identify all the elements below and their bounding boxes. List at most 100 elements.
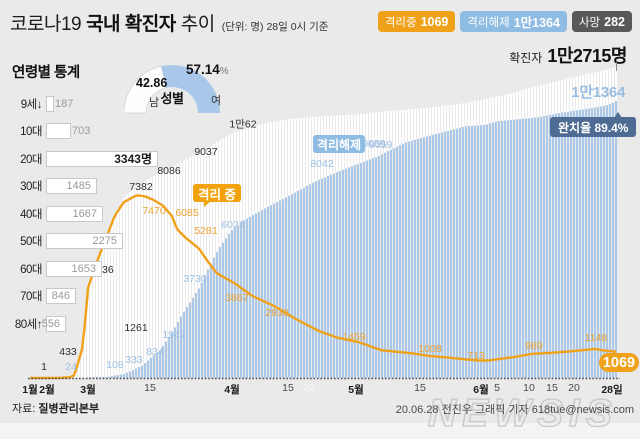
released-bar (138, 367, 140, 378)
total-confirmed-label: 확진자 (509, 51, 543, 65)
age-row-label: 30대 (20, 181, 42, 193)
released-bar (189, 302, 191, 378)
confirmed-bar (210, 145, 212, 378)
released-bar (528, 118, 530, 378)
axis-tick-label: 20 (303, 382, 315, 394)
released-bar (420, 138, 422, 378)
axis-tick-label: 15 (282, 382, 294, 394)
released-bar (114, 375, 116, 378)
age-row: 9세↓ 187 (6, 95, 92, 112)
released-badge: 격리해제 (313, 135, 365, 153)
released-bar (615, 100, 617, 379)
axis-tick-label: 4월 (224, 384, 240, 396)
confirmed-bar (162, 170, 164, 378)
cure-rate-badge-tail (614, 112, 623, 118)
gender-female-label: 여 (211, 95, 222, 107)
released-bar (513, 119, 515, 378)
value-label: 989 (525, 340, 543, 352)
age-row-value: 1667 (72, 207, 97, 220)
age-row: 70대 846 (6, 288, 114, 305)
value-label: 2930 (265, 307, 289, 319)
released-bar (507, 120, 509, 378)
released-bar (540, 116, 542, 378)
confirmed-bar (111, 222, 113, 378)
released-bar (486, 124, 488, 378)
released-bar (207, 269, 209, 378)
title-subtitle: (단위: 명) 28일 0시 기준 (221, 21, 329, 33)
confirmed-bar (78, 362, 80, 378)
confirmed-bar (183, 160, 185, 378)
confirmed-bar (120, 203, 122, 378)
released-bar (111, 376, 113, 378)
age-row-bar (46, 95, 54, 112)
released-bar (99, 377, 101, 378)
value-label: 5281 (194, 225, 218, 237)
confirmed-bar (105, 238, 107, 378)
released-bar (324, 177, 326, 378)
value-label: 1459 (342, 331, 366, 343)
title-covid: 코로나19 (10, 14, 82, 35)
released-bar (402, 143, 404, 378)
age-row-label: 60대 (20, 263, 42, 276)
released-bar (90, 377, 92, 378)
released-bar (432, 134, 434, 378)
released-bar (594, 107, 596, 378)
released-bar (414, 139, 416, 378)
confirmed-bar (174, 165, 176, 378)
confirmed-bar (180, 162, 182, 378)
age-row: 20대 3343명 (6, 150, 196, 167)
released-bar (534, 117, 536, 378)
released-bar (354, 165, 356, 378)
released-bar (183, 311, 185, 378)
released-bar (297, 190, 299, 378)
released-bar (381, 154, 383, 378)
released-bar (303, 187, 305, 378)
age-row-bar (46, 260, 102, 277)
confirmed-bar (102, 246, 104, 378)
age-panel-title: 연령별 통계 (12, 65, 80, 81)
released-bar (393, 148, 395, 378)
age-row-label: 80세↑ (14, 318, 43, 331)
total-leader-line (616, 62, 617, 71)
age-row-value: 846 (51, 290, 70, 302)
confirmed-bar (159, 172, 161, 378)
released-bar (141, 365, 143, 378)
value-label: 3730 (183, 273, 207, 285)
released-bar (372, 158, 374, 378)
released-bar (135, 368, 137, 378)
age-row: 80세↑ 556 (6, 315, 104, 332)
released-bar (570, 111, 572, 378)
released-bar (222, 242, 224, 378)
axis-tick-label: 10 (523, 382, 535, 394)
total-confirmed: 확진자 1만2715명 (509, 42, 627, 68)
released-bar (405, 142, 407, 378)
confirmed-bar (135, 186, 137, 378)
confirmed-bar (81, 352, 83, 378)
confirmed-bar (165, 169, 167, 378)
value-label: 7382 (129, 181, 153, 193)
released-bar (582, 109, 584, 378)
legend-badge-격리해제: 격리해제 1만1364 (460, 11, 567, 32)
confirmed-bar (84, 331, 86, 378)
gender-male-slice (124, 65, 167, 114)
released-bar (294, 192, 296, 378)
confirmed-bar (138, 184, 140, 378)
value-label: 9059 (362, 138, 386, 150)
legend-badge-사망: 사망 282 (571, 11, 632, 32)
confirmed-bar (204, 149, 206, 378)
released-bar (492, 122, 494, 378)
released-bar (180, 316, 182, 378)
released-bar (225, 238, 227, 378)
page-title: 코로나19 국내 확진자 추이 (단위: 명) 28일 0시 기준 (10, 9, 328, 36)
age-row: 10대 703 (6, 123, 109, 140)
confirmed-bar (198, 152, 200, 378)
released-bar (357, 163, 359, 378)
released-bar (522, 118, 524, 378)
released-bar (126, 372, 128, 378)
value-label: 1만62 (229, 118, 257, 131)
released-bar (249, 216, 251, 378)
released-bar (276, 202, 278, 378)
confirmed-bar (75, 372, 77, 378)
